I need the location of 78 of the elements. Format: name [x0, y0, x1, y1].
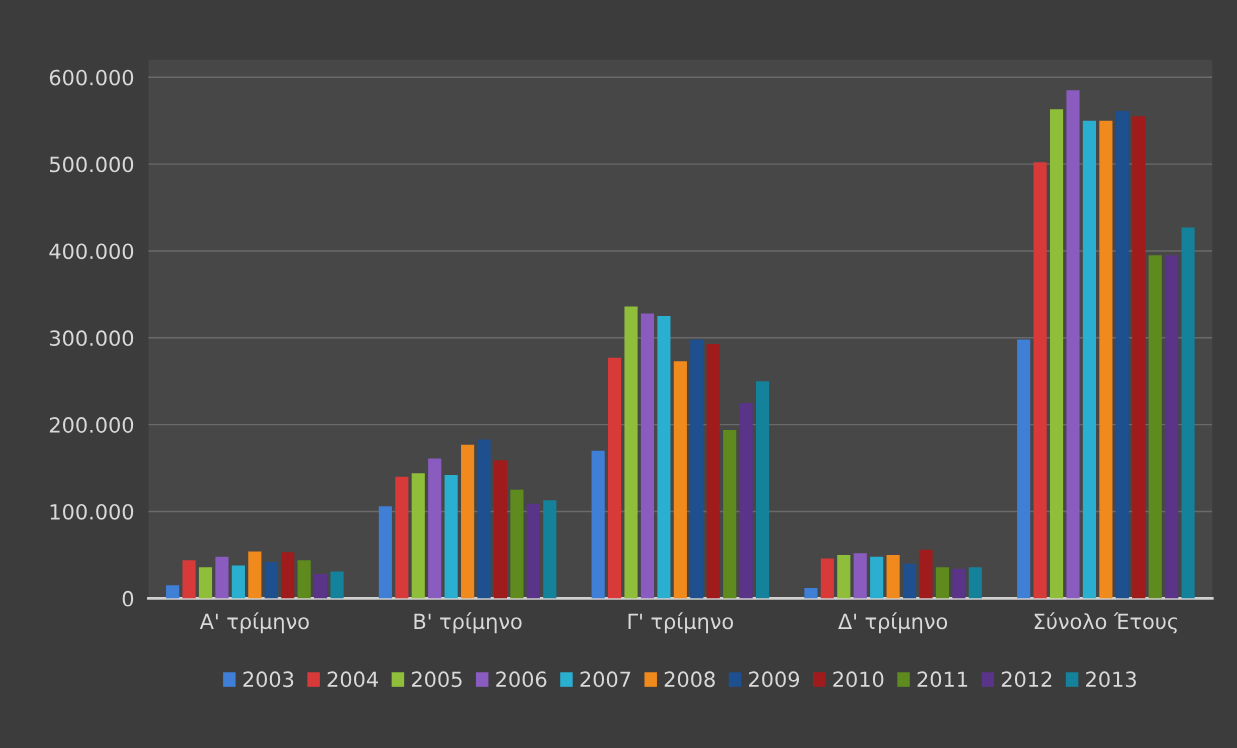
bar: [1099, 120, 1113, 599]
x-tick-label: Δ' τρίμηνο: [838, 612, 948, 634]
legend-label: 2006: [496, 671, 547, 688]
bar: [952, 568, 966, 599]
bar: [608, 357, 622, 599]
bar: [461, 444, 475, 599]
bar: [755, 381, 770, 599]
bar: [411, 473, 425, 599]
bar: [804, 587, 818, 599]
bar: [690, 339, 704, 599]
bar: [314, 574, 328, 599]
bar: [935, 567, 950, 599]
bar: [526, 503, 540, 599]
bar: [853, 553, 867, 599]
bar: [1115, 111, 1129, 599]
bar: [543, 500, 557, 599]
bar: [477, 439, 491, 599]
bar: [1033, 162, 1047, 599]
y-tick-label: 100.000: [50, 503, 134, 520]
bar: [591, 450, 605, 599]
bar: [182, 560, 196, 599]
bar: [166, 585, 180, 599]
bar: [886, 554, 900, 599]
bar: [723, 429, 737, 599]
bar: [231, 565, 245, 599]
x-tick-label: Β' τρίμηνο: [414, 612, 522, 634]
bar: [395, 476, 409, 599]
bar: [968, 567, 982, 599]
bar: [428, 458, 442, 599]
bar: [1049, 109, 1064, 599]
bar: [1066, 90, 1080, 599]
bar: [1148, 255, 1162, 599]
bar: [1181, 227, 1195, 599]
legend-label: 2007: [580, 671, 631, 688]
bar: [297, 560, 311, 599]
bar: [264, 561, 278, 599]
legend-label: 2013: [1086, 671, 1136, 688]
bar: [919, 549, 933, 599]
bar: [248, 551, 262, 599]
y-tick-label: 0: [122, 590, 134, 607]
legend-label: 2005: [411, 671, 462, 688]
bar: [657, 316, 671, 599]
x-tick-label: Α' τρίμηνο: [199, 612, 309, 634]
bar: [739, 402, 753, 599]
legend-label: 2004: [327, 671, 378, 688]
legend-label: 2009: [749, 671, 800, 688]
bar: [510, 489, 524, 599]
bar: [330, 571, 344, 599]
bar: [706, 343, 720, 599]
y-tick-label: 500.000: [50, 156, 134, 173]
y-tick-label: 300.000: [49, 330, 134, 347]
bar: [1165, 255, 1179, 599]
bar: [673, 361, 687, 599]
bar: [444, 475, 458, 599]
bar: [640, 313, 655, 599]
bar: [1082, 120, 1097, 599]
bar: [837, 554, 851, 599]
legend-label: 2010: [833, 671, 884, 688]
bar: [870, 556, 884, 599]
y-tick-label: 400.000: [49, 243, 134, 260]
bar: [1132, 116, 1146, 599]
bar: [493, 460, 508, 599]
legend-label: 2003: [243, 671, 294, 688]
bar: [281, 552, 295, 599]
bar: [198, 567, 213, 599]
bar: [378, 506, 392, 599]
x-tick-label: Γ' τρίμηνο: [628, 612, 734, 634]
legend-label: 2008: [664, 671, 715, 688]
bar: [624, 306, 638, 599]
legend-label: 2012: [1001, 671, 1052, 688]
x-tick-label: Σύνολο Έτους: [1034, 612, 1178, 634]
bar: [215, 556, 229, 599]
legend-label: 2011: [917, 671, 968, 688]
bar: [1017, 339, 1031, 599]
bar: [902, 563, 917, 599]
y-tick-label: 200.000: [49, 417, 134, 433]
bar: [820, 558, 834, 599]
y-tick-label: 600.000: [49, 69, 134, 86]
